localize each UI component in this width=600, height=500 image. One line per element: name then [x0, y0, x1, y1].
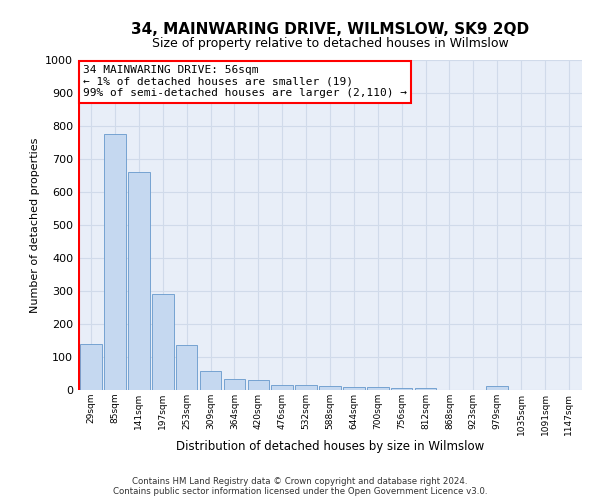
Bar: [295, 385, 317, 390]
Bar: [343, 388, 365, 390]
Bar: [80, 344, 102, 390]
Bar: [248, 380, 269, 390]
Bar: [176, 346, 197, 390]
Bar: [200, 371, 221, 390]
Bar: [391, 388, 412, 390]
Bar: [128, 172, 149, 390]
Text: Contains public sector information licensed under the Open Government Licence v3: Contains public sector information licen…: [113, 488, 487, 496]
Text: 34 MAINWARING DRIVE: 56sqm
← 1% of detached houses are smaller (19)
99% of semi-: 34 MAINWARING DRIVE: 56sqm ← 1% of detac…: [83, 65, 407, 98]
Bar: [415, 388, 436, 390]
Bar: [319, 386, 341, 390]
Bar: [271, 385, 293, 390]
Bar: [224, 380, 245, 390]
Bar: [487, 386, 508, 390]
Bar: [152, 294, 173, 390]
X-axis label: Distribution of detached houses by size in Wilmslow: Distribution of detached houses by size …: [176, 440, 484, 454]
Text: 34, MAINWARING DRIVE, WILMSLOW, SK9 2QD: 34, MAINWARING DRIVE, WILMSLOW, SK9 2QD: [131, 22, 529, 38]
Text: Contains HM Land Registry data © Crown copyright and database right 2024.: Contains HM Land Registry data © Crown c…: [132, 478, 468, 486]
Bar: [104, 134, 126, 390]
Text: Size of property relative to detached houses in Wilmslow: Size of property relative to detached ho…: [152, 38, 508, 51]
Y-axis label: Number of detached properties: Number of detached properties: [29, 138, 40, 312]
Bar: [367, 388, 389, 390]
